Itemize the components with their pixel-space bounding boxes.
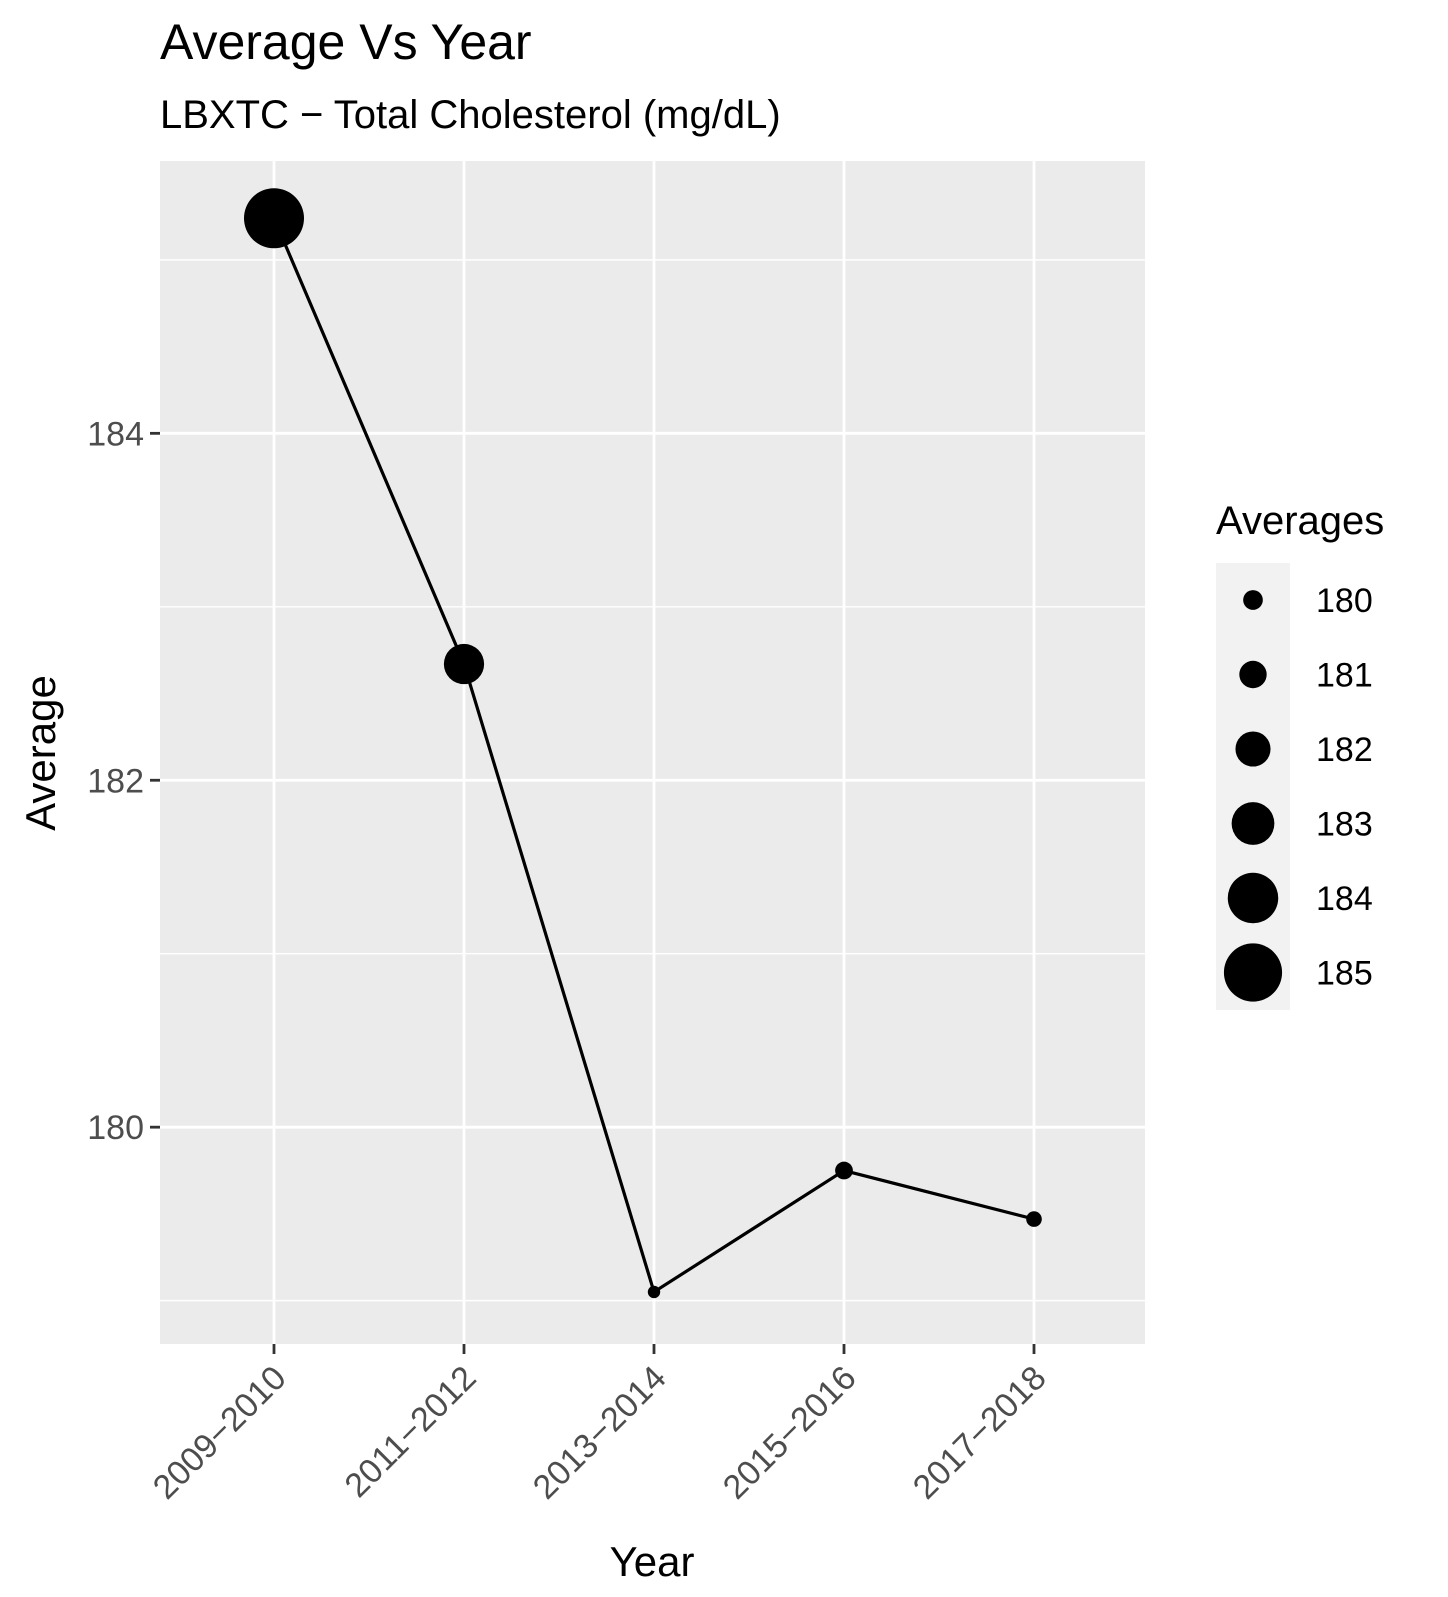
- legend-key: [1235, 731, 1271, 767]
- plot-panel: [160, 161, 1145, 1344]
- legend-key: [1231, 802, 1275, 845]
- y-tick-label: 180: [87, 1109, 144, 1147]
- legend-key-background: [1216, 563, 1290, 1010]
- legend-label: 182: [1316, 731, 1373, 769]
- legend-key: [1239, 660, 1267, 689]
- x-tick-label: 2011−2012: [338, 1359, 484, 1505]
- x-axis-label: Year: [610, 1538, 695, 1585]
- data-point: [835, 1161, 853, 1180]
- legend-key: [1243, 590, 1263, 610]
- data-point: [1026, 1211, 1042, 1227]
- legend-label: 185: [1316, 955, 1373, 993]
- legend-key: [1227, 872, 1279, 924]
- chart-title: Average Vs Year: [160, 14, 532, 70]
- legend-label: 181: [1316, 657, 1373, 695]
- x-tick-label: 2017−2018: [906, 1359, 1054, 1507]
- legend: 180 181 182 183 184 185: [1223, 582, 1373, 1002]
- chart-subtitle: LBXTC − Total Cholesterol (mg/dL): [160, 93, 781, 137]
- legend-label: 180: [1316, 582, 1373, 620]
- y-tick-label: 182: [87, 762, 144, 800]
- legend-label: 183: [1316, 806, 1373, 844]
- legend-label: 184: [1316, 880, 1373, 918]
- legend-key: [1223, 943, 1283, 1002]
- grid-lines: [160, 161, 1145, 1344]
- x-tick-label: 2013−2014: [526, 1359, 674, 1507]
- data-point: [443, 643, 485, 685]
- x-tick-label: 2009−2010: [146, 1359, 294, 1507]
- legend-title: Averages: [1216, 499, 1384, 543]
- data-point: [647, 1285, 661, 1299]
- x-tick-label: 2015−2016: [716, 1359, 864, 1507]
- y-tick-label: 184: [87, 415, 144, 453]
- y-axis-label: Average: [17, 675, 64, 831]
- data-points: [244, 188, 1042, 1299]
- data-point: [244, 188, 304, 249]
